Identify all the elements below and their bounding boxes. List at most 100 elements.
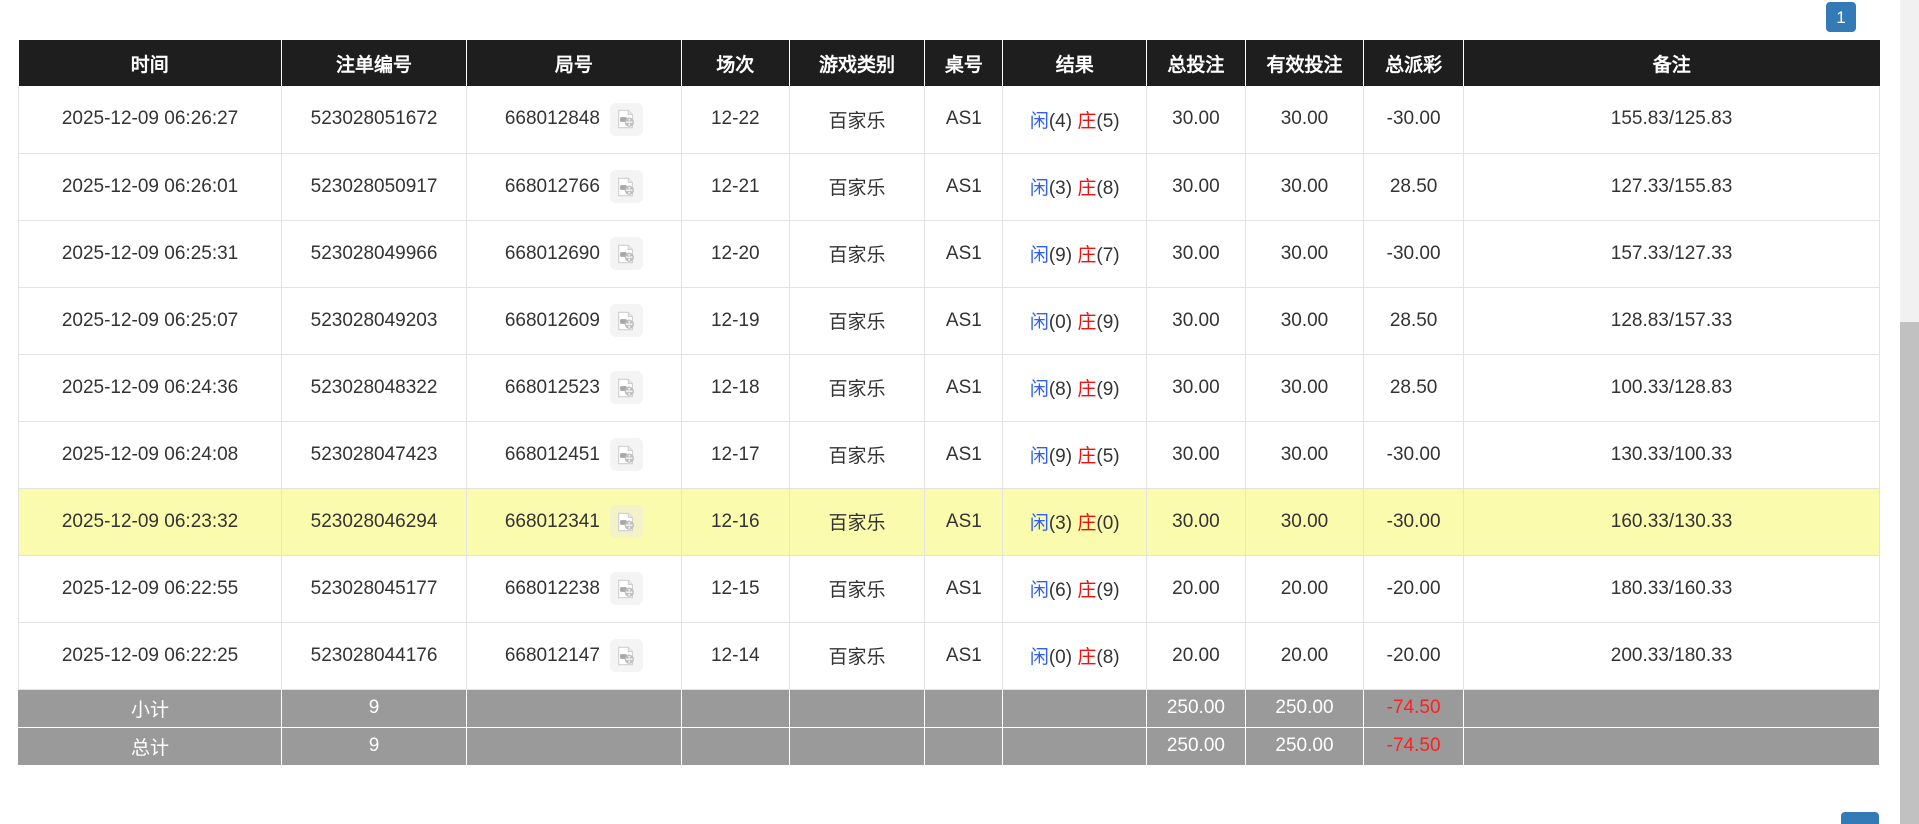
cell-total-bet: 30.00 [1146,354,1246,422]
summary-scene [681,727,790,766]
summary-count: 9 [281,689,467,728]
video-replay-icon[interactable] [609,438,643,471]
table-row[interactable]: 2025-12-09 06:22:25 523028044176 668012147… [17,622,1880,690]
table-row[interactable]: 2025-12-09 06:25:31 523028049966 668012690… [17,220,1880,288]
video-replay-icon[interactable] [609,572,643,605]
result-player-value: (4) [1048,110,1073,132]
result-banker-value: (8) [1096,647,1120,668]
cell-remark: 160.33/130.33 [1463,488,1880,556]
cell-result: 闲(3) 庄(0) [1002,488,1148,556]
result-banker-value: (9) [1096,312,1120,333]
video-replay-icon[interactable] [609,371,643,404]
column-header-game-type: 游戏类别 [789,40,926,86]
cell-remark: 155.83/125.83 [1463,86,1880,154]
cell-round-no: 668012609 [466,287,682,355]
vertical-scrollbar-track[interactable] [1900,0,1919,824]
summary-row-subtotal: 小计 9 250.00 250.00 -74.50 [17,689,1880,728]
cell-table-no: AS1 [924,555,1004,623]
table-row[interactable]: 2025-12-09 06:24:08 523028047423 668012451… [17,421,1880,489]
result-banker-label: 庄 [1077,379,1097,400]
cell-scene: 12-21 [681,153,790,221]
round-no-text: 668012766 [504,175,600,197]
result-player-label: 闲 [1029,110,1049,132]
column-header-total-payout: 总派彩 [1363,40,1465,86]
result-player-label: 闲 [1029,312,1049,333]
cell-table-no: AS1 [924,153,1004,221]
column-header-result: 结果 [1002,40,1148,86]
summary-round [466,689,682,728]
cell-scene: 12-18 [681,354,790,422]
cell-total-payout: -20.00 [1363,555,1465,623]
summary-total-bet: 250.00 [1146,727,1246,766]
cell-order-no: 523028050917 [281,153,467,221]
table-row[interactable]: 2025-12-09 06:22:55 523028045177 668012238… [17,555,1880,623]
cell-table-no: AS1 [924,354,1004,422]
table-row[interactable]: 2025-12-09 06:26:01 523028050917 668012766… [17,153,1880,221]
summary-total-payout: -74.50 [1363,727,1465,766]
cell-total-bet: 20.00 [1146,555,1246,623]
cell-scene: 12-14 [681,622,790,690]
result-banker-value: (5) [1096,110,1120,132]
summary-round [466,727,682,766]
round-no-text: 668012690 [504,242,600,264]
cell-valid-bet: 30.00 [1245,488,1365,556]
round-no-text: 668012147 [504,644,600,666]
cell-remark: 200.33/180.33 [1463,622,1880,690]
result-player-label: 闲 [1029,245,1049,266]
summary-remark [1463,689,1880,728]
table-row[interactable]: 2025-12-09 06:25:07 523028049203 668012609… [17,287,1880,355]
summary-valid-bet: 250.00 [1245,689,1365,728]
video-replay-icon[interactable] [609,639,643,672]
cell-table-no: AS1 [924,86,1004,154]
column-header-table-no: 桌号 [924,40,1004,86]
cell-total-payout: 28.50 [1363,354,1465,422]
cell-game-type: 百家乐 [789,622,926,690]
video-replay-icon[interactable] [609,304,643,337]
table-row[interactable]: 2025-12-09 06:23:32 523028046294 668012341… [17,488,1880,556]
result-banker-label: 庄 [1077,580,1097,601]
video-replay-icon[interactable] [609,102,643,136]
column-header-remark: 备注 [1463,40,1880,86]
summary-table-no [924,689,1004,728]
cell-order-no: 523028046294 [281,488,467,556]
round-no-text: 668012341 [504,510,600,532]
result-player-label: 闲 [1029,513,1049,534]
cell-table-no: AS1 [924,220,1004,288]
column-header-order: 注单编号 [281,40,467,86]
table-row[interactable]: 2025-12-09 06:26:27 523028051672 668012848… [17,86,1880,154]
bottom-pagination-button[interactable] [1841,812,1879,824]
video-replay-icon[interactable] [609,170,643,203]
cell-remark: 100.33/128.83 [1463,354,1880,422]
summary-scene [681,689,790,728]
summary-total-bet: 250.00 [1146,689,1246,728]
result-player-value: (3) [1048,513,1073,534]
cell-time: 2025-12-09 06:25:31 [17,220,283,288]
result-player-value: (0) [1048,647,1073,668]
cell-time: 2025-12-09 06:22:25 [17,622,283,690]
cell-total-bet: 30.00 [1146,287,1246,355]
table-row[interactable]: 2025-12-09 06:24:36 523028048322 668012523… [17,354,1880,422]
cell-total-bet: 20.00 [1146,622,1246,690]
result-player-value: (3) [1048,178,1073,199]
vertical-scrollbar-thumb[interactable] [1900,322,1919,824]
cell-result: 闲(9) 庄(7) [1002,220,1148,288]
pagination-page-1-button[interactable]: 1 [1826,2,1856,32]
result-player-value: (9) [1048,245,1073,266]
cell-valid-bet: 30.00 [1245,153,1365,221]
result-player-label: 闲 [1029,647,1049,668]
summary-label: 总计 [17,727,283,766]
cell-valid-bet: 30.00 [1245,421,1365,489]
cell-time: 2025-12-09 06:26:27 [17,86,283,154]
video-replay-icon[interactable] [609,237,643,270]
cell-order-no: 523028044176 [281,622,467,690]
result-banker-label: 庄 [1077,245,1097,266]
result-player-label: 闲 [1029,580,1049,601]
cell-valid-bet: 20.00 [1245,622,1365,690]
video-replay-icon[interactable] [609,505,643,538]
column-header-time: 时间 [18,40,283,86]
cell-valid-bet: 30.00 [1245,86,1365,154]
cell-game-type: 百家乐 [789,86,926,154]
cell-total-payout: -30.00 [1363,220,1465,288]
summary-result [1002,727,1148,766]
